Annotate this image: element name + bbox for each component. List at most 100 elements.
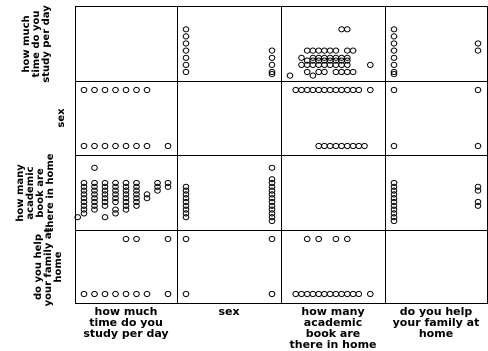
panel-1-1 xyxy=(177,81,282,156)
data-point xyxy=(80,195,88,202)
data-point xyxy=(298,54,305,61)
data-point xyxy=(74,214,81,221)
data-point xyxy=(268,183,276,190)
cell-3-2 xyxy=(292,235,374,298)
data-point xyxy=(390,210,398,217)
row-label-line: home xyxy=(53,250,64,283)
data-point xyxy=(133,179,140,187)
data-point xyxy=(133,198,140,206)
data-point xyxy=(390,187,398,194)
data-point xyxy=(268,68,276,76)
data-point xyxy=(80,142,88,150)
data-point xyxy=(154,187,161,194)
panel-2-2 xyxy=(281,155,386,231)
data-point xyxy=(80,290,88,298)
cell-1-0 xyxy=(80,86,172,150)
data-point xyxy=(101,179,109,187)
column-label-line: your family at xyxy=(392,316,480,329)
data-point xyxy=(268,61,276,69)
data-point xyxy=(344,54,351,61)
data-point xyxy=(390,68,398,76)
column-label-line: book are xyxy=(305,327,361,340)
data-point xyxy=(390,40,398,47)
data-point xyxy=(80,191,88,198)
panel-2-1 xyxy=(177,155,282,231)
panel-1-3 xyxy=(385,81,488,156)
data-point xyxy=(182,206,190,213)
data-point xyxy=(91,142,98,150)
data-point xyxy=(154,179,161,187)
data-point xyxy=(80,210,88,217)
data-point xyxy=(112,198,119,206)
data-point xyxy=(80,179,88,187)
panel-3-2 xyxy=(281,230,386,304)
column-label-2: how many academic book are there in home xyxy=(281,306,385,350)
data-point xyxy=(133,290,140,298)
data-point xyxy=(164,235,172,243)
data-point xyxy=(101,290,109,298)
data-point xyxy=(390,214,398,221)
data-point xyxy=(112,210,119,217)
data-point xyxy=(101,86,109,94)
data-point xyxy=(101,191,109,198)
data-point xyxy=(112,195,119,202)
cell-1-3 xyxy=(390,86,482,150)
panel-2-3 xyxy=(385,155,488,231)
data-point xyxy=(182,198,190,206)
data-point xyxy=(101,202,109,209)
data-point xyxy=(112,142,119,150)
data-point xyxy=(268,210,276,217)
data-point xyxy=(474,40,482,47)
panel-0-3 xyxy=(385,6,488,82)
data-point xyxy=(80,202,88,209)
data-point xyxy=(355,290,363,298)
data-point xyxy=(143,86,151,94)
data-point xyxy=(390,179,398,187)
panel-0-1 xyxy=(177,6,282,82)
panel-0-0 xyxy=(75,6,178,82)
data-point xyxy=(122,187,130,194)
data-point xyxy=(101,142,109,150)
data-point xyxy=(268,217,276,225)
cell-0-2 xyxy=(286,26,374,79)
data-point xyxy=(390,54,398,61)
data-point xyxy=(182,187,190,194)
data-point xyxy=(133,235,140,243)
data-point xyxy=(80,86,88,94)
column-label-line: how many xyxy=(301,305,365,318)
data-point xyxy=(91,198,98,206)
data-point xyxy=(268,179,276,187)
data-point xyxy=(474,47,482,54)
column-label-line: there in home xyxy=(289,338,377,351)
data-point xyxy=(344,235,351,243)
data-point xyxy=(91,179,98,187)
data-point xyxy=(91,206,98,213)
data-point xyxy=(143,142,151,150)
column-label-line: academic xyxy=(303,316,363,329)
data-point xyxy=(182,68,190,76)
data-point xyxy=(390,86,398,94)
column-label-line: how much xyxy=(94,305,158,318)
row-label-1: sex xyxy=(56,108,67,127)
data-point xyxy=(122,235,130,243)
data-point xyxy=(91,183,98,190)
data-point xyxy=(268,176,276,183)
data-point xyxy=(268,290,276,298)
data-point xyxy=(390,71,398,78)
column-label-1: sex xyxy=(177,306,281,317)
data-point xyxy=(182,47,190,54)
data-point xyxy=(390,191,398,198)
data-point xyxy=(474,183,482,190)
column-label-0: how much time do you study per day xyxy=(75,306,177,339)
data-point xyxy=(315,235,323,243)
row-label-line: study per day xyxy=(41,4,52,83)
column-label-line: do you help xyxy=(399,305,473,318)
data-point xyxy=(390,61,398,69)
data-point xyxy=(268,206,276,213)
data-point xyxy=(367,290,374,298)
data-point xyxy=(122,206,130,213)
data-point xyxy=(349,47,357,54)
data-point xyxy=(268,191,276,198)
data-point xyxy=(355,86,363,94)
